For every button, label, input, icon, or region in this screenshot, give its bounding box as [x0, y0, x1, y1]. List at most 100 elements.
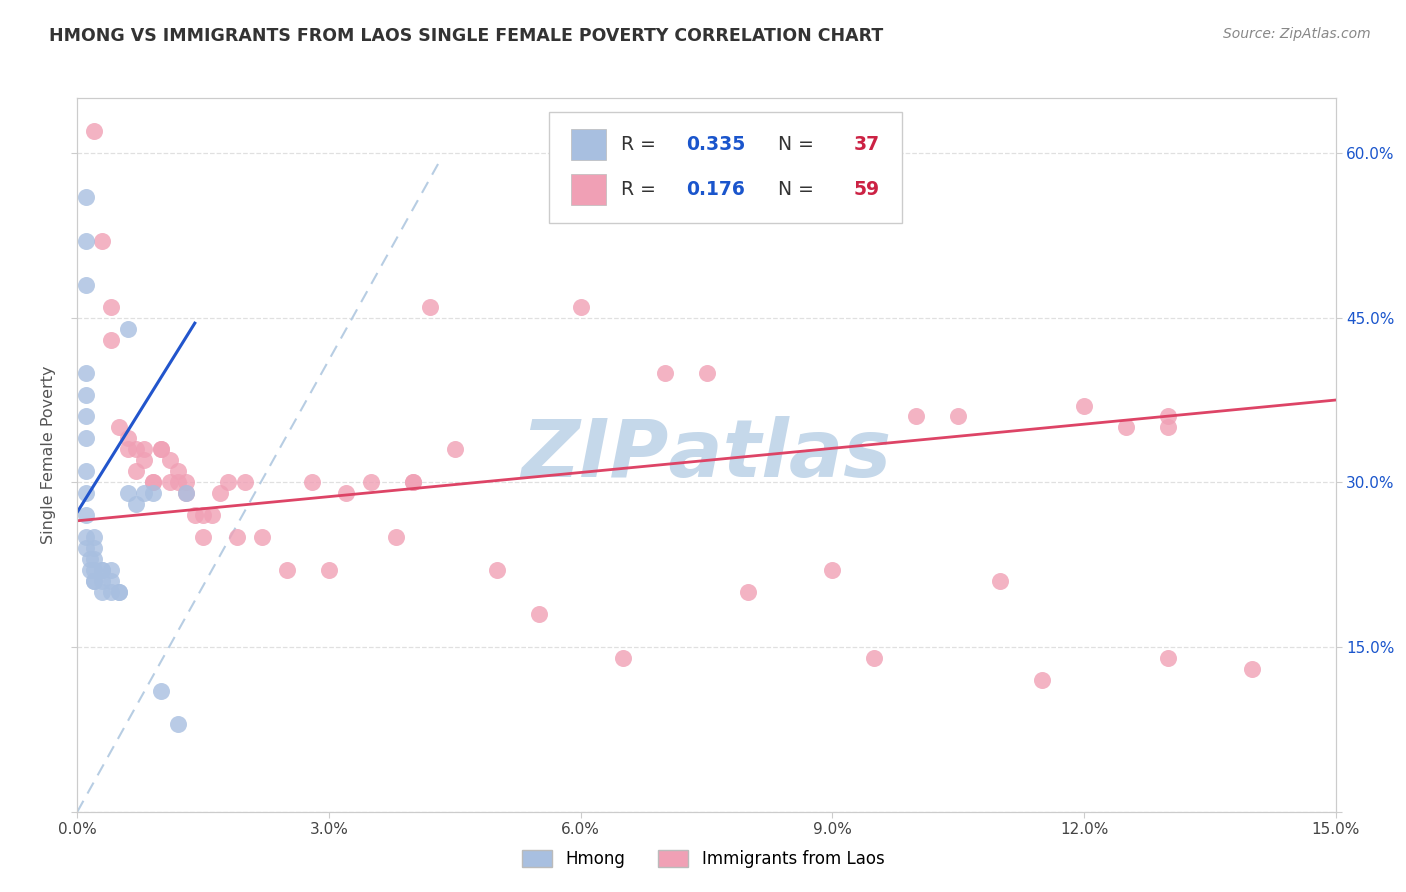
- Point: [419, 300, 441, 314]
- Point: [1031, 673, 1053, 687]
- Point: [225, 530, 247, 544]
- Point: [100, 563, 122, 577]
- Point: [527, 607, 550, 621]
- Point: [150, 442, 173, 457]
- Point: [233, 475, 256, 490]
- Text: HMONG VS IMMIGRANTS FROM LAOS SINGLE FEMALE POVERTY CORRELATION CHART: HMONG VS IMMIGRANTS FROM LAOS SINGLE FEM…: [49, 27, 883, 45]
- Text: R =: R =: [621, 180, 668, 199]
- Point: [402, 475, 425, 490]
- Text: Source: ZipAtlas.com: Source: ZipAtlas.com: [1223, 27, 1371, 41]
- Point: [176, 486, 198, 500]
- Point: [385, 530, 408, 544]
- Point: [184, 508, 207, 523]
- Point: [167, 464, 190, 478]
- Point: [108, 420, 131, 434]
- Point: [444, 442, 467, 457]
- Point: [167, 475, 190, 490]
- Point: [100, 585, 122, 599]
- Point: [159, 475, 181, 490]
- Point: [863, 651, 886, 665]
- Point: [167, 717, 190, 731]
- Point: [1157, 420, 1180, 434]
- Point: [117, 442, 139, 457]
- Text: ZIP​atlas: ZIP​atlas: [522, 416, 891, 494]
- Text: N =: N =: [766, 180, 820, 199]
- Point: [150, 684, 173, 698]
- Point: [142, 475, 165, 490]
- Point: [134, 486, 156, 500]
- Point: [75, 234, 97, 248]
- Point: [75, 190, 97, 204]
- Point: [217, 475, 239, 490]
- Point: [100, 333, 122, 347]
- Point: [402, 475, 425, 490]
- FancyBboxPatch shape: [571, 174, 606, 205]
- Point: [737, 585, 759, 599]
- Point: [1073, 399, 1095, 413]
- Y-axis label: Single Female Poverty: Single Female Poverty: [41, 366, 56, 544]
- Point: [117, 432, 139, 446]
- Point: [100, 300, 122, 314]
- Point: [988, 574, 1011, 589]
- Point: [134, 442, 156, 457]
- FancyBboxPatch shape: [550, 112, 901, 223]
- Point: [75, 508, 97, 523]
- Point: [91, 574, 114, 589]
- Text: 59: 59: [853, 180, 880, 199]
- Legend: Hmong, Immigrants from Laos: Hmong, Immigrants from Laos: [515, 843, 891, 875]
- Point: [75, 432, 97, 446]
- Point: [654, 366, 676, 380]
- Point: [159, 453, 181, 467]
- Point: [200, 508, 222, 523]
- Point: [75, 464, 97, 478]
- Point: [905, 409, 928, 424]
- Point: [91, 563, 114, 577]
- Point: [117, 321, 139, 335]
- Point: [142, 475, 165, 490]
- Point: [276, 563, 298, 577]
- Point: [360, 475, 382, 490]
- Text: 37: 37: [853, 135, 880, 154]
- Point: [100, 574, 122, 589]
- Point: [79, 563, 101, 577]
- Text: R =: R =: [621, 135, 662, 154]
- Point: [125, 464, 148, 478]
- Point: [1157, 409, 1180, 424]
- Point: [83, 552, 105, 566]
- Text: N =: N =: [766, 135, 820, 154]
- Point: [176, 475, 198, 490]
- Point: [1240, 662, 1263, 676]
- Point: [318, 563, 340, 577]
- Point: [485, 563, 508, 577]
- Point: [696, 366, 718, 380]
- Point: [176, 486, 198, 500]
- Point: [91, 234, 114, 248]
- Point: [208, 486, 231, 500]
- Point: [83, 574, 105, 589]
- Point: [83, 574, 105, 589]
- Point: [301, 475, 323, 490]
- Point: [75, 541, 97, 556]
- Point: [191, 530, 215, 544]
- Point: [150, 442, 173, 457]
- Point: [1115, 420, 1137, 434]
- Point: [250, 530, 273, 544]
- Point: [142, 486, 165, 500]
- Point: [83, 563, 105, 577]
- Point: [75, 277, 97, 292]
- Point: [125, 442, 148, 457]
- Point: [117, 486, 139, 500]
- FancyBboxPatch shape: [571, 128, 606, 161]
- Point: [948, 409, 970, 424]
- Point: [79, 552, 101, 566]
- Point: [612, 651, 634, 665]
- Point: [83, 541, 105, 556]
- Point: [108, 585, 131, 599]
- Point: [191, 508, 215, 523]
- Point: [75, 387, 97, 401]
- Point: [75, 530, 97, 544]
- Point: [125, 497, 148, 511]
- Point: [335, 486, 357, 500]
- Point: [83, 124, 105, 138]
- Point: [75, 486, 97, 500]
